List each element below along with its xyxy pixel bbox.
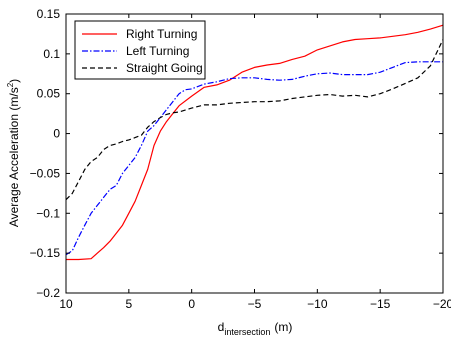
x-tick-label: −20	[433, 297, 451, 311]
series-line-left-turning	[65, 61, 443, 256]
series-line-straight-going	[65, 39, 444, 201]
y-tick-label: 0	[53, 127, 60, 141]
y-tick-label: −0.15	[30, 246, 61, 260]
y-tick-label: 0.05	[37, 87, 61, 101]
legend-label-left-turning: Left Turning	[126, 44, 189, 58]
tick-layer: 10 5 0 −5 −10 −15 −20 −0.2 −0.15 −0.1 −0.05 0 0.05 0.…	[30, 7, 451, 311]
y-axis-label-close: )	[7, 79, 21, 83]
legend-box	[74, 20, 206, 80]
x-axis-label-main: d	[218, 320, 225, 334]
y-tick-label: −0.05	[30, 166, 61, 180]
y-axis-label-main: Average Acceleration (m/s	[7, 87, 21, 227]
x-axis-label: dintersection (m)	[218, 320, 293, 337]
x-tick-label: 5	[125, 297, 132, 311]
y-tick-label: 0.15	[37, 7, 61, 21]
legend: Right Turning Left Turning Straight Goin…	[74, 20, 206, 80]
y-axis-label: Average Acceleration (m/s2)	[6, 79, 21, 227]
y-tick-label: −0.2	[36, 286, 60, 300]
series-line-right-turning	[66, 24, 444, 261]
series-layer	[65, 24, 444, 261]
y-tick-label: 0.1	[43, 47, 60, 61]
legend-label-straight-going: Straight Going	[126, 61, 203, 75]
x-tick-label: 0	[188, 297, 195, 311]
x-axis-label-unit: (m)	[274, 320, 292, 334]
x-tick-label: −5	[248, 297, 262, 311]
x-tick-label: 10	[59, 297, 73, 311]
y-axis-label-superscript: 2	[6, 82, 15, 87]
x-tick-label: −15	[370, 297, 391, 311]
x-tick-label: −10	[307, 297, 328, 311]
legend-label-right-turning: Right Turning	[126, 27, 197, 41]
x-axis-label-subscript: intersection	[224, 327, 270, 337]
y-tick-label: −0.1	[36, 206, 60, 220]
